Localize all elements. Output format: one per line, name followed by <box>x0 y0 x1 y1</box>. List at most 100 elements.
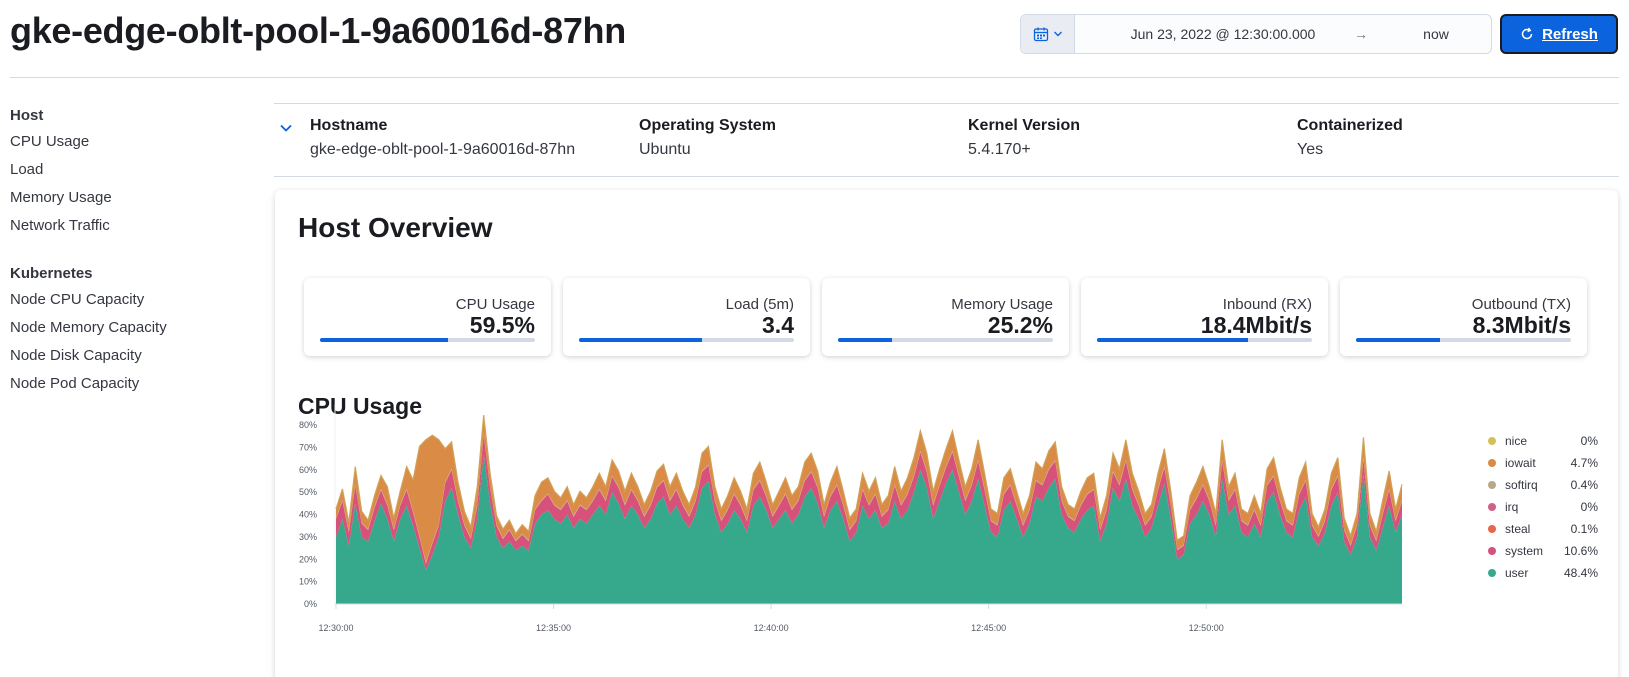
legend-value: 0% <box>1580 500 1598 514</box>
kpi-progress-bar <box>1356 338 1571 342</box>
kpi-value: 59.5% <box>469 312 535 338</box>
chart-title: CPU Usage <box>298 393 422 419</box>
header-divider <box>10 77 1619 78</box>
meta-hostname: Hostname gke-edge-oblt-pool-1-9a60016d-8… <box>310 117 575 159</box>
x-tick-label: 12:40:00 <box>754 623 789 633</box>
kpi-inbound-rx: Inbound (RX) 18.4Mbit/s <box>1081 278 1328 356</box>
kpi-load: Load (5m) 3.4 <box>563 278 810 356</box>
sidebar-item-node-cpu-capacity[interactable]: Node CPU Capacity <box>10 291 145 308</box>
kpi-progress-bar <box>579 338 794 342</box>
legend-name: user <box>1505 566 1529 580</box>
date-picker: Jun 23, 2022 @ 12:30:00.000 → now <box>1020 14 1492 54</box>
legend-value: 0% <box>1580 434 1598 448</box>
x-tick-label: 12:50:00 <box>1189 623 1224 633</box>
kpi-label: Inbound (RX) <box>1222 296 1312 313</box>
legend-item-steal[interactable]: steal 0.1% <box>1488 518 1598 540</box>
kpi-label: Outbound (TX) <box>1471 296 1571 313</box>
start-date-button[interactable]: Jun 23, 2022 @ 12:30:00.000 <box>1130 26 1316 42</box>
legend-value: 0.4% <box>1570 478 1598 492</box>
legend-color-dot <box>1488 569 1496 577</box>
kpi-label: CPU Usage <box>455 296 535 313</box>
legend-color-dot <box>1488 547 1496 555</box>
sidebar-group-kubernetes: Kubernetes Node CPU Capacity Node Memory… <box>10 262 250 398</box>
legend-color-dot <box>1488 525 1496 533</box>
y-tick-label: 40% <box>299 510 317 520</box>
series-area-system <box>336 434 1402 571</box>
kpi-value: 18.4Mbit/s <box>1200 312 1312 338</box>
kpi-progress-bar <box>1097 338 1312 342</box>
sidebar-heading: Kubernetes <box>10 265 93 282</box>
y-tick-label: 60% <box>299 465 317 475</box>
meta-kernel-version: Kernel Version 5.4.170+ <box>968 117 1080 159</box>
refresh-label: Refresh <box>1542 25 1598 43</box>
legend-name: nice <box>1505 434 1528 448</box>
kpi-value: 25.2% <box>987 312 1053 338</box>
kpi-value: 3.4 <box>762 312 794 338</box>
meta-value: gke-edge-oblt-pool-1-9a60016d-87hn <box>310 141 576 158</box>
sidebar-item-cpu-usage[interactable]: CPU Usage <box>10 133 90 150</box>
meta-containerized: Containerized Yes <box>1297 117 1403 159</box>
calendar-icon <box>1033 27 1048 42</box>
legend-value: 48.4% <box>1563 566 1598 580</box>
x-tick-label: 12:45:00 <box>971 623 1006 633</box>
meta-label: Hostname <box>310 117 388 134</box>
meta-value: 5.4.170+ <box>968 141 1031 158</box>
meta-label: Operating System <box>639 117 776 134</box>
y-tick-label: 10% <box>299 577 317 587</box>
chevron-down-icon <box>280 124 292 132</box>
y-tick-label: 0% <box>304 599 317 609</box>
legend-color-dot <box>1488 459 1496 467</box>
legend-value: 4.7% <box>1570 456 1598 470</box>
legend-name: system <box>1505 544 1544 558</box>
sidebar-item-memory-usage[interactable]: Memory Usage <box>10 189 112 206</box>
sidebar-item-load[interactable]: Load <box>10 161 44 178</box>
kpi-progress-fill <box>1356 338 1440 342</box>
sidebar-item-node-disk-capacity[interactable]: Node Disk Capacity <box>10 347 142 364</box>
legend-item-softirq[interactable]: softirq 0.4% <box>1488 474 1598 496</box>
chevron-down-icon <box>1053 31 1062 37</box>
series-area-user <box>336 454 1402 604</box>
legend-color-dot <box>1488 503 1496 511</box>
x-tick-label: 12:35:00 <box>536 623 571 633</box>
legend-item-iowait[interactable]: iowait 4.7% <box>1488 452 1598 474</box>
legend-item-system[interactable]: system 10.6% <box>1488 540 1598 562</box>
metadata-divider-top <box>274 103 1619 104</box>
meta-operating-system: Operating System Ubuntu <box>639 117 776 159</box>
kpi-progress-fill <box>579 338 702 342</box>
quick-menu-button[interactable] <box>1021 15 1075 53</box>
kpi-cpu-usage: CPU Usage 59.5% <box>304 278 551 356</box>
y-tick-label: 20% <box>299 554 317 564</box>
refresh-icon <box>1521 27 1533 40</box>
y-tick-label: 30% <box>299 532 317 542</box>
end-date-button[interactable]: now <box>1423 26 1449 42</box>
sidebar-item-node-pod-capacity[interactable]: Node Pod Capacity <box>10 375 140 392</box>
sidebar-item-network-traffic[interactable]: Network Traffic <box>10 217 110 234</box>
kpi-progress-fill <box>320 338 448 342</box>
metadata-collapse-toggle[interactable] <box>276 118 296 138</box>
page-title: gke-edge-oblt-pool-1-9a60016d-87hn <box>10 10 626 51</box>
legend-item-user[interactable]: user 48.4% <box>1488 562 1598 584</box>
sidebar-heading: Host <box>10 107 44 124</box>
meta-label: Kernel Version <box>968 117 1081 134</box>
legend-name: irq <box>1505 500 1519 514</box>
kpi-memory-usage: Memory Usage 25.2% <box>822 278 1069 356</box>
legend-name: softirq <box>1505 478 1538 492</box>
kpi-label: Memory Usage <box>951 296 1053 313</box>
legend-value: 0.1% <box>1570 522 1598 536</box>
sidebar-group-host: Host CPU Usage Load Memory Usage Network… <box>10 104 250 240</box>
legend-item-irq[interactable]: irq 0% <box>1488 496 1598 518</box>
arrow-right-icon: → <box>1354 26 1368 42</box>
series-outline <box>335 415 1403 542</box>
kpi-progress-fill <box>1097 338 1248 342</box>
meta-value: Ubuntu <box>639 141 691 158</box>
refresh-button[interactable]: Refresh <box>1500 14 1618 54</box>
legend-name: steal <box>1505 522 1531 536</box>
sidebar-item-node-memory-capacity[interactable]: Node Memory Capacity <box>10 319 167 336</box>
cpu-usage-chart[interactable]: 0% 10% 20% 30% 40% 50% 60% 70% 80% 12:30:00 12:35:… <box>275 190 1618 677</box>
meta-label: Containerized <box>1297 117 1403 134</box>
legend-item-nice[interactable]: nice 0% <box>1488 430 1598 452</box>
y-tick-label: 70% <box>299 443 317 453</box>
kpi-label: Load (5m) <box>725 296 794 313</box>
y-tick-label: 80% <box>299 420 317 430</box>
y-tick-label: 50% <box>299 487 317 497</box>
